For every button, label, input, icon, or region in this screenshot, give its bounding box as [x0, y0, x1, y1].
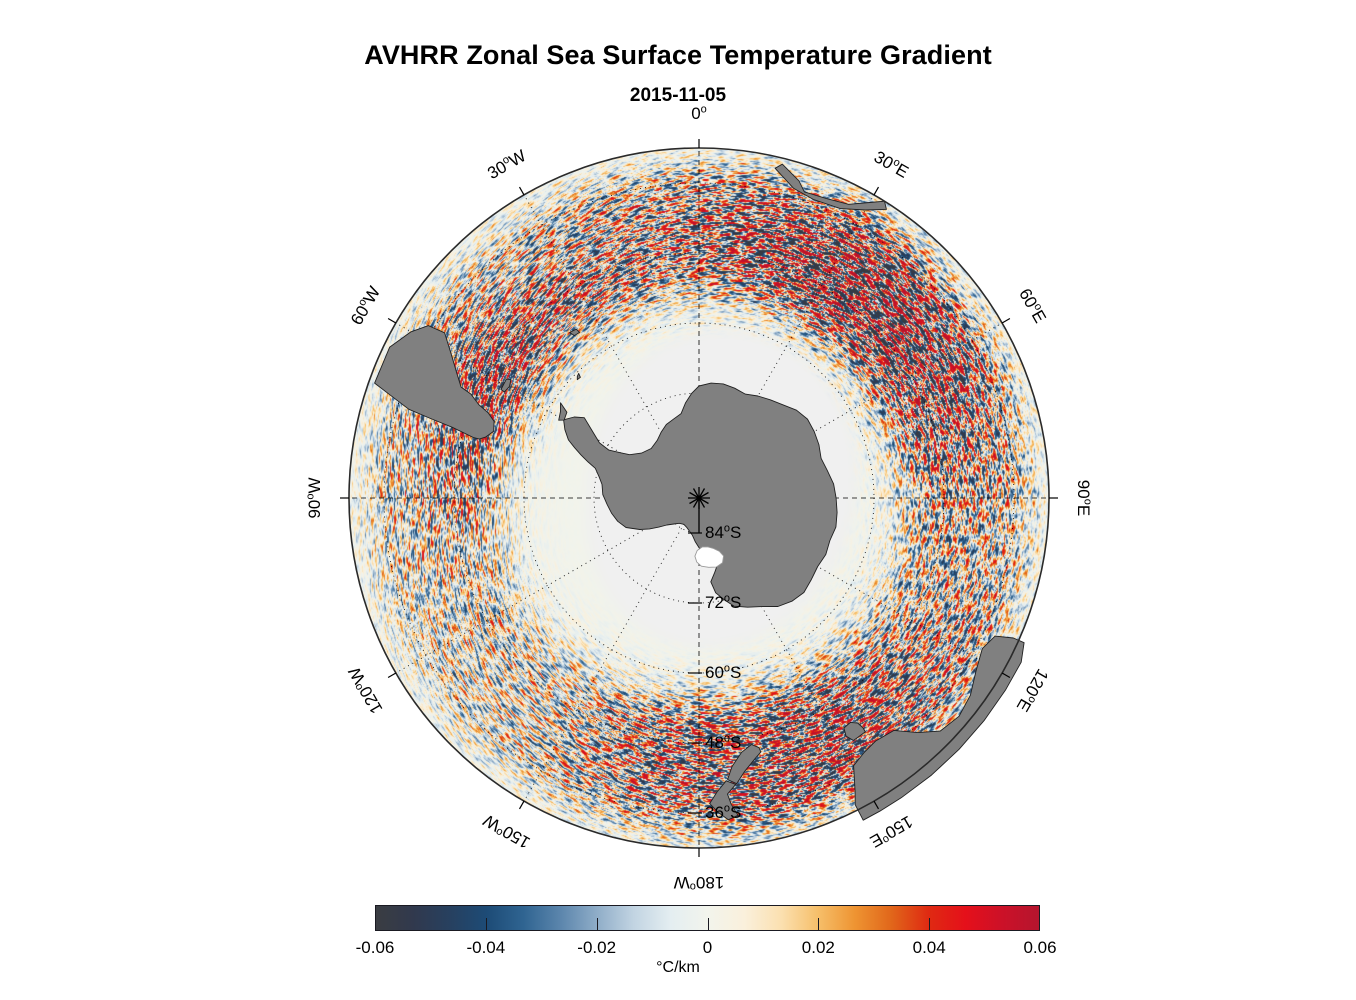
- colorbar-tick-label: 0: [702, 938, 713, 957]
- colorbar-tick: [929, 918, 931, 931]
- landmass: [709, 780, 739, 821]
- pole-ray: [692, 497, 700, 508]
- pole-ray: [692, 488, 700, 499]
- meridian-30W: [523, 194, 700, 499]
- lon-tick: [1001, 672, 1011, 679]
- lon-label-90E: 90oE: [1074, 479, 1094, 517]
- lat-label-48S: 48oS: [705, 732, 742, 752]
- landmass: [374, 325, 495, 440]
- lat-label-60S: 60oS: [705, 662, 742, 682]
- lon-label-90W: 90oW: [304, 477, 324, 519]
- pole-ray: [698, 497, 709, 505]
- landmass: [694, 546, 725, 568]
- colorbar-tick: [818, 918, 820, 931]
- lon-tick: [873, 800, 880, 810]
- colorbar-tick-label: -0.02: [577, 938, 617, 957]
- colorbar-tick-label: 0.06: [1023, 938, 1057, 957]
- colorbar-tick-label: 0.04: [912, 938, 946, 957]
- landmass: [569, 328, 581, 337]
- polar-map: [340, 139, 1058, 857]
- meridian-150E: [698, 497, 875, 802]
- lat-label-84S: 84oS: [705, 522, 742, 542]
- lon-tick-marks: [340, 139, 1058, 857]
- meridian-150W: [523, 497, 700, 802]
- colorbar-tick: [485, 918, 487, 931]
- lon-tick: [1001, 317, 1011, 324]
- pole-ray: [689, 491, 700, 499]
- landmass: [576, 372, 581, 381]
- landmass: [843, 721, 866, 741]
- lon-tick: [518, 186, 525, 196]
- chart-subtitle: 2015-11-05: [629, 85, 727, 106]
- lon-label-180W: 180oW: [673, 873, 725, 893]
- map-overlay: [340, 139, 1058, 857]
- lat-label-36S: 36oS: [705, 802, 742, 822]
- lon-tick: [873, 186, 880, 196]
- meridian-120W: [395, 497, 700, 674]
- colorbar-unit-label: °C/km: [656, 959, 700, 976]
- pole-ray: [698, 488, 706, 499]
- landmass: [853, 635, 1025, 821]
- lat-label-72S: 72oS: [705, 592, 742, 612]
- landmass: [500, 378, 512, 393]
- colorbar-tick-label: -0.06: [355, 938, 395, 957]
- colorbar-tick-label: 0.02: [801, 938, 835, 957]
- graticule: [349, 148, 1049, 848]
- meridian-120E: [698, 497, 1003, 674]
- pole-ray: [689, 497, 700, 505]
- meridian-60W: [395, 322, 700, 499]
- lon-tick: [518, 800, 525, 810]
- meridian-30E: [698, 194, 875, 499]
- landmass: [774, 163, 887, 211]
- lon-tick: [387, 672, 397, 679]
- lon-tick: [387, 317, 397, 324]
- pole-ray: [698, 497, 706, 508]
- colorbar-tick: [707, 918, 709, 931]
- chart-title: AVHRR Zonal Sea Surface Temperature Grad…: [364, 40, 992, 70]
- south-pole-marker: [688, 487, 710, 533]
- lon-label-00: 0o: [691, 103, 707, 123]
- landmass: [558, 402, 568, 421]
- landmass: [727, 744, 762, 785]
- meridian-60E: [698, 322, 1003, 499]
- pole-ray: [698, 491, 709, 499]
- colorbar-tick: [596, 918, 598, 931]
- colorbar-tick-label: -0.04: [466, 938, 506, 957]
